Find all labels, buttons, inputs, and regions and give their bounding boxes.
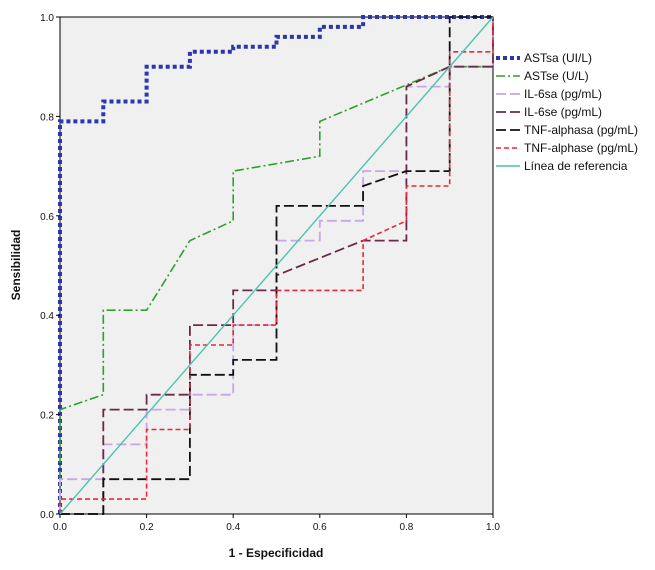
legend-label-astse-u-l: ASTse (U/L): [524, 69, 589, 83]
y-tick-label: 0.2: [40, 411, 54, 422]
x-tick-label: 1.0: [486, 522, 500, 533]
series-line-tnf-alphasa-pg-ml: [60, 16, 493, 515]
legend-label-tnf-alphasa-pg-ml: TNF-alphasa (pg/mL): [524, 123, 638, 137]
legend-label-il-6se-pg-ml: IL-6se (pg/mL): [524, 105, 602, 119]
y-tick-label: 0.6: [40, 212, 54, 223]
legend-label-il-6sa-pg-ml: IL-6sa (pg/mL): [524, 87, 602, 101]
x-tick-label: 0.2: [140, 522, 154, 533]
legend-label-tnf-alphase-pg-ml: TNF-alphase (pg/mL): [524, 141, 638, 155]
x-tick-label: 0.0: [53, 522, 67, 533]
y-axis: 0.0 0.2 0.4 0.6 0.8 1.0: [40, 13, 60, 521]
y-tick-label: 1.0: [40, 13, 54, 24]
legend: ASTsa (UI/L) ASTse (U/L) IL-6sa (pg/mL) IL-…: [496, 51, 638, 173]
x-tick-label: 0.8: [399, 522, 413, 533]
y-tick-label: 0.8: [40, 112, 54, 123]
y-tick-label: 0.0: [40, 510, 54, 521]
series-layer: [58, 15, 494, 515]
legend-label-astsa-ui-l: ASTsa (UI/L): [524, 51, 592, 65]
x-tick-label: 0.6: [313, 522, 327, 533]
series-line-l-nea-de-referencia: [59, 16, 494, 515]
x-axis-title: 1 - Especificidad: [229, 546, 324, 560]
series-line-il-6sa-pg-ml: [59, 17, 494, 514]
series-line-astsa-ui-l: [58, 15, 493, 514]
legend-label-l-nea-de-referencia: Línea de referencia: [524, 159, 628, 173]
series-line-tnf-alphase-pg-ml: [59, 17, 494, 514]
y-tick-label: 0.4: [40, 311, 54, 322]
y-axis-title: Sensibilidad: [9, 230, 23, 301]
x-axis: 0.0 0.2 0.4 0.6 0.8 1.0: [53, 514, 500, 533]
x-tick-label: 0.4: [226, 522, 240, 533]
series-line-il-6se-pg-ml: [60, 17, 494, 515]
